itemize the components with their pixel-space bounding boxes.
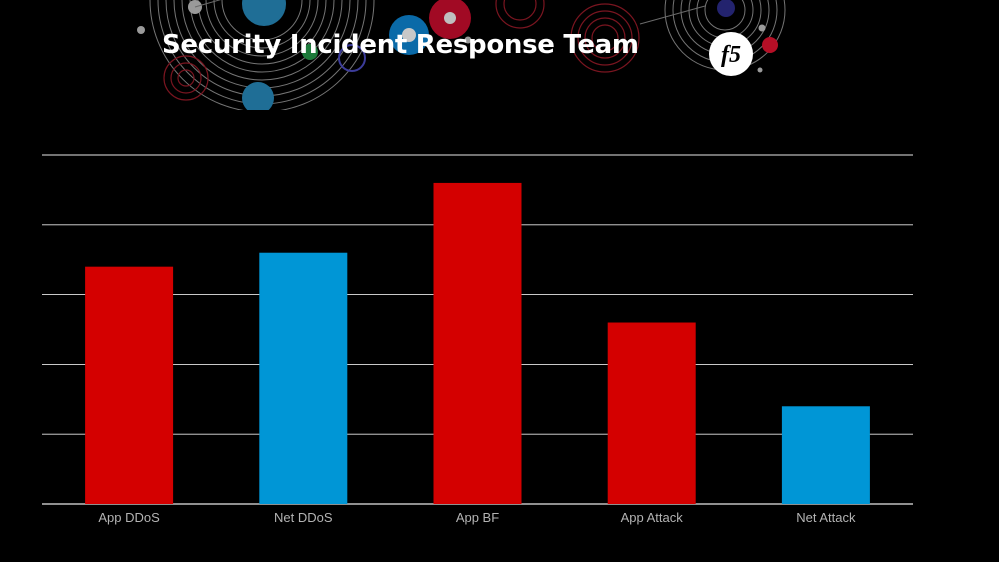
bar-app-attack <box>607 322 696 504</box>
x-axis-tick-labels: App DDoS Net DDoS App BF App Attack Net Atta… <box>98 510 856 525</box>
bars <box>85 182 870 505</box>
x-tick-label: App Attack <box>621 510 684 525</box>
decorative-circles-banner <box>137 0 786 110</box>
f5-logo-lettering: f5 <box>721 42 741 68</box>
bar-app-ddos <box>85 266 174 504</box>
bar-app-bf <box>433 182 522 505</box>
x-tick-label: App DDoS <box>98 510 160 525</box>
x-tick-label: App BF <box>456 510 499 525</box>
x-tick-label: Net DDoS <box>274 510 333 525</box>
f5-logo: f5 <box>709 32 753 76</box>
slide-title: Security Incident Response Team <box>162 30 639 60</box>
x-tick-label: Net Attack <box>796 510 856 525</box>
bar-net-attack <box>781 406 870 504</box>
bar-net-ddos <box>259 252 348 504</box>
